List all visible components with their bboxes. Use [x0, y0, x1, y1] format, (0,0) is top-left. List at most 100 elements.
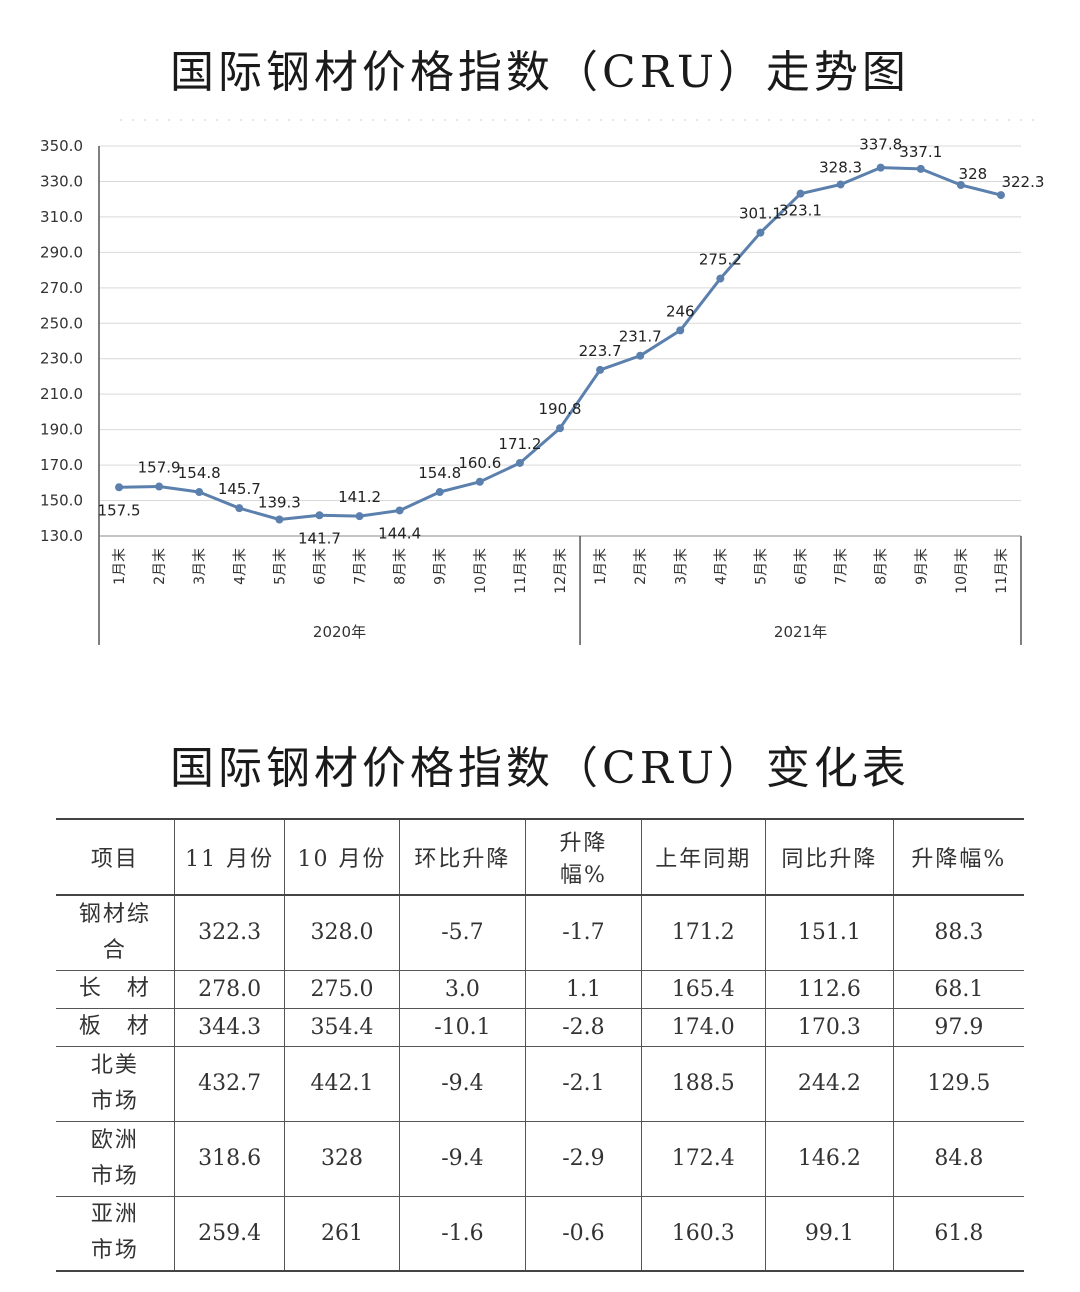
- data-label: 157.5: [98, 501, 141, 519]
- x-tick-label: 2月末: [152, 548, 168, 585]
- data-label: 145.7: [218, 480, 261, 498]
- data-point: [315, 511, 324, 520]
- data-label: 323.1: [779, 202, 822, 220]
- table-cell: 68.1: [892, 970, 1024, 1009]
- table-cell: 151.1: [764, 895, 894, 971]
- data-label: 337.8: [859, 136, 902, 154]
- table-body: 钢材综合 322.3 328.0 -5.7 -1.7 171.2 151.1 88.3 长 材 2…: [56, 895, 1024, 1272]
- table-cell: 1.1: [525, 970, 642, 1009]
- table-cell: 432.7: [173, 1046, 285, 1122]
- table-cell: 261: [284, 1196, 399, 1272]
- data-point: [435, 488, 444, 497]
- table-cell: 328: [284, 1121, 399, 1197]
- column-header-text: 幅%: [560, 863, 607, 888]
- line-chart: 130.0 150.0 170.0 190.0 210.0 230.0 250.0 270.0…: [40, 119, 1044, 645]
- table-cell: 146.2: [764, 1121, 894, 1197]
- x-tick-label: 5月末: [272, 548, 288, 585]
- data-point: [596, 365, 605, 374]
- x-tick-label: 6月末: [794, 548, 810, 585]
- table-cell: 244.2: [764, 1046, 894, 1122]
- cru-change-table: 项目 11 月份 10 月份 环比升降 升降 幅% 上年同期 同比升降 升降幅% 钢材综合 322…: [56, 818, 1024, 1272]
- data-point: [275, 515, 284, 524]
- data-label: 160.6: [458, 454, 501, 472]
- table-cell: 318.6: [173, 1121, 285, 1197]
- data-point: [916, 164, 925, 173]
- table-cell: 171.2: [640, 895, 766, 971]
- x-tick-label: 10月末: [954, 548, 970, 594]
- data-point: [395, 506, 404, 515]
- table-cell: -2.9: [525, 1121, 642, 1197]
- table-cell: -2.1: [525, 1046, 642, 1122]
- x-tick-label: 11月末: [513, 548, 529, 594]
- table-cell: -1.6: [398, 1196, 526, 1272]
- column-header: 环比升降: [398, 818, 526, 896]
- table-cell: 88.3: [892, 895, 1024, 971]
- table-cell: 129.5: [892, 1046, 1024, 1122]
- data-point: [355, 512, 364, 521]
- data-label: 144.4: [378, 524, 421, 542]
- year-label: 2021年: [774, 623, 827, 641]
- x-tick-label: 5月末: [753, 548, 769, 585]
- x-tick-label: 10月末: [473, 548, 489, 594]
- table-row: 板 材 344.3 354.4 -10.1 -2.8 174.0 170.3 97.9: [56, 1008, 1024, 1047]
- table-row: 亚洲 市场 259.4 261 -1.6 -0.6 160.3 99.1 61.8: [56, 1196, 1024, 1272]
- x-tick-label: 3月末: [192, 548, 208, 585]
- x-tick-label: 3月末: [673, 548, 689, 585]
- data-point: [956, 181, 965, 189]
- table-cell: 278.0: [173, 970, 285, 1009]
- x-tick-label: 9月末: [433, 548, 449, 585]
- y-tick-label: 350.0: [40, 137, 83, 155]
- table-cell: -5.7: [398, 895, 526, 971]
- table-cell: 322.3: [173, 895, 285, 971]
- y-tick-label: 150.0: [40, 492, 83, 510]
- table-cell: -0.6: [525, 1196, 642, 1272]
- data-point: [836, 180, 845, 189]
- x-tick-label: 7月末: [353, 548, 369, 585]
- table-title: 国际钢材价格指数（CRU）变化表: [170, 743, 910, 794]
- data-label: 154.8: [418, 464, 461, 482]
- column-header-text: 同比升降: [781, 847, 878, 872]
- column-header: 上年同期: [640, 818, 766, 896]
- table-cell: 97.9: [892, 1008, 1024, 1047]
- x-tick-label: 12月末: [553, 548, 569, 594]
- table-cell: 344.3: [173, 1008, 285, 1047]
- row-name-text: 长 材: [78, 976, 151, 1001]
- x-tick-label: 9月末: [914, 548, 930, 585]
- table-cell: 84.8: [892, 1121, 1024, 1197]
- table-row: 欧洲 市场 318.6 328 -9.4 -2.9 172.4 146.2 84.8: [56, 1121, 1024, 1197]
- column-header: 项目: [56, 818, 175, 896]
- y-tick-label: 270.0: [40, 279, 83, 297]
- y-tick-label: 130.0: [40, 527, 83, 545]
- table-cell: -1.7: [525, 895, 642, 971]
- table-cell: 170.3: [764, 1008, 894, 1047]
- row-name-text: 欧洲: [90, 1127, 139, 1153]
- column-header: 升降幅%: [892, 818, 1024, 896]
- x-tick-label: 4月末: [232, 548, 248, 585]
- table-cell: 160.3: [640, 1196, 766, 1272]
- series-line: [118, 166, 1002, 521]
- row-name: 亚洲 市场: [56, 1196, 175, 1272]
- table-row: 钢材综合 322.3 328.0 -5.7 -1.7 171.2 151.1 88.3: [56, 895, 1024, 971]
- row-name: 欧洲 市场: [56, 1121, 175, 1197]
- column-header: 11 月份: [173, 818, 285, 896]
- x-tick-label: 2月末: [633, 548, 649, 585]
- column-header-text: 升降幅%: [911, 847, 1007, 872]
- data-point: [115, 483, 124, 492]
- row-name-text: 市场: [90, 1163, 139, 1189]
- data-label: 328.3: [819, 158, 862, 176]
- chart-title: 国际钢材价格指数（CRU）走势图: [170, 47, 910, 98]
- column-header: 10 月份: [284, 818, 399, 896]
- x-tick-label: 7月末: [834, 548, 850, 585]
- table-cell: -2.8: [525, 1008, 642, 1047]
- table-cell: 3.0: [398, 970, 526, 1009]
- column-header-text: 上年同期: [655, 847, 752, 872]
- table-cell: 99.1: [764, 1196, 894, 1272]
- data-label: 139.3: [258, 494, 301, 512]
- data-point: [876, 163, 885, 172]
- data-label: 141.7: [298, 529, 341, 547]
- data-point: [235, 504, 244, 513]
- column-header-text: 环比升降: [414, 847, 511, 872]
- table-cell: 354.4: [284, 1008, 399, 1047]
- data-point: [556, 424, 564, 433]
- data-label: 171.2: [498, 435, 541, 453]
